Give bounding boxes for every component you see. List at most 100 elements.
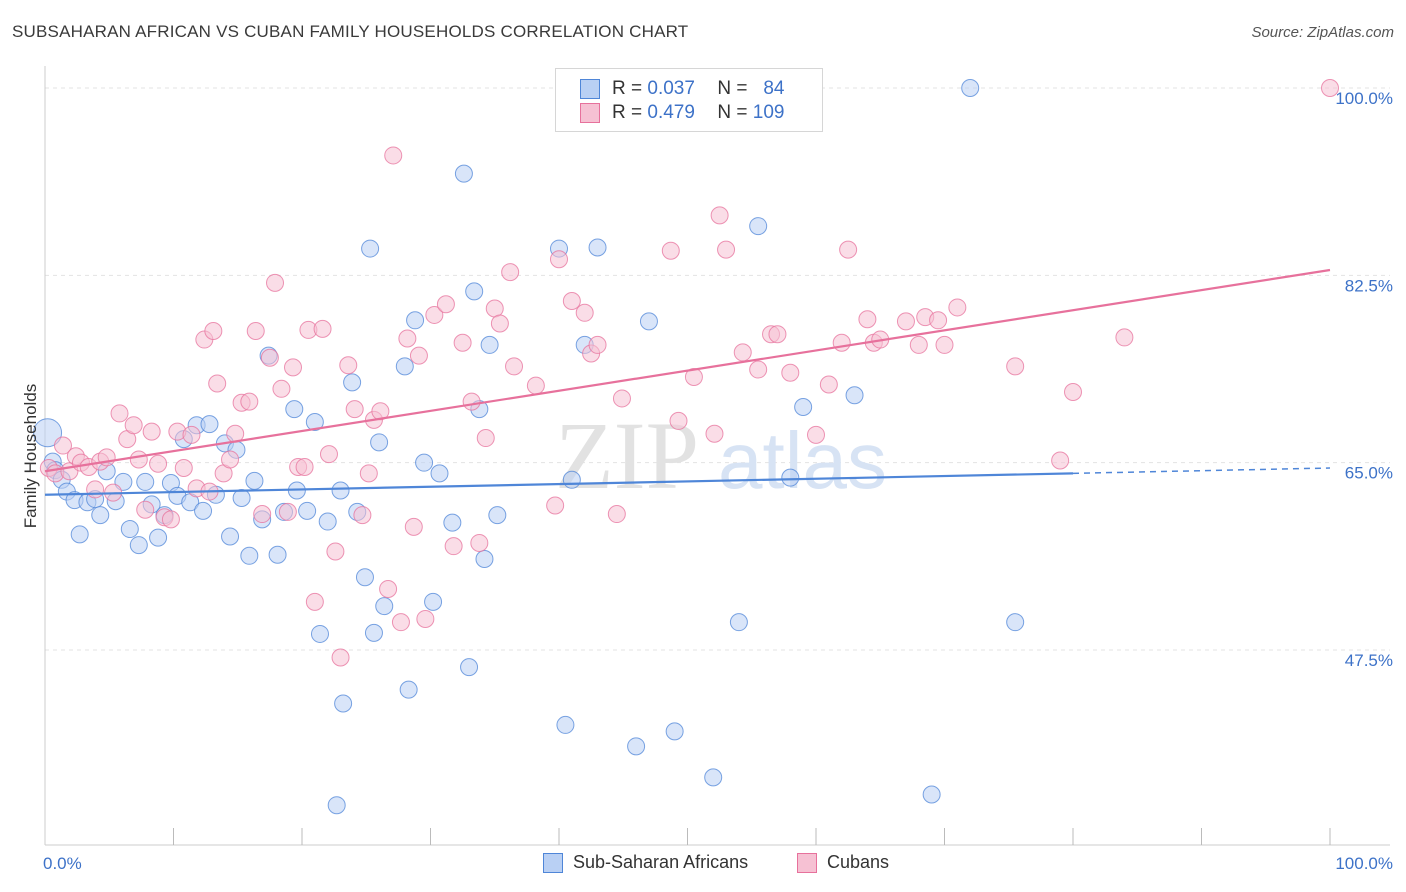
cuban-point [339, 356, 358, 375]
subsaharan-point [136, 472, 155, 491]
subsaharan-point [395, 357, 414, 376]
legend-item-cubans[interactable]: Cubans [797, 852, 889, 873]
subsaharan-point [781, 468, 800, 487]
subsaharan-point [399, 680, 418, 699]
cuban-point [161, 510, 180, 529]
subsaharan-point [129, 536, 148, 555]
cuban-point [253, 505, 272, 524]
cuban-point [526, 376, 545, 395]
subsaharan-point [370, 433, 389, 452]
legend-item-subsaharan[interactable]: Sub-Saharan Africans [543, 852, 748, 873]
cuban-point [436, 295, 455, 314]
subsaharan-point [475, 550, 494, 569]
legend-n-label: N = [717, 102, 748, 123]
x-tick-label-max: 100.0% [1335, 854, 1393, 873]
subsaharan-point [343, 373, 362, 392]
subsaharan-point [149, 528, 168, 547]
subsaharan-point [465, 282, 484, 301]
cuban-point [462, 392, 481, 411]
series-legend: Sub-Saharan Africans Cubans [0, 852, 1406, 876]
legend-swatch-blue [580, 79, 600, 99]
cuban-point [1064, 383, 1082, 402]
cuban-point [391, 613, 410, 632]
subsaharan-point [729, 613, 748, 632]
subsaharan-point [665, 722, 684, 741]
subsaharan-point [70, 525, 89, 544]
cuban-point [490, 314, 509, 333]
cuban-point [607, 505, 626, 524]
legend-n-label: N = [717, 78, 748, 99]
cuban-point [142, 422, 161, 441]
cuban-point [705, 424, 724, 443]
cuban-point [476, 429, 495, 448]
legend-label-subsaharan: Sub-Saharan Africans [573, 852, 749, 872]
trend-lines [44, 268, 1331, 496]
cuban-point [124, 416, 143, 435]
y-tick-label: 65.0% [1345, 464, 1393, 483]
cuban-point [948, 298, 967, 317]
subsaharan-point [922, 785, 941, 804]
subsaharan-point [331, 481, 350, 500]
cuban-point [588, 335, 607, 354]
cuban-point [710, 206, 729, 225]
cuban-point [717, 240, 736, 259]
cuban-trend-line [44, 268, 1331, 473]
subsaharan-point [415, 453, 434, 472]
subsaharan-point [334, 694, 353, 713]
cuban-point [425, 305, 444, 324]
cuban-point [86, 480, 105, 499]
subsaharan-point [749, 217, 768, 236]
cuban-point [266, 273, 285, 292]
cuban-point [221, 450, 240, 469]
subsaharan-point [355, 568, 374, 587]
cuban-point [129, 450, 148, 469]
cuban-point [272, 379, 291, 398]
cuban-point [453, 333, 472, 352]
cuban-point [501, 263, 520, 282]
subsaharan-point [454, 164, 473, 183]
cuban-point [379, 579, 398, 598]
cuban-point [733, 343, 752, 362]
cuban-point [661, 241, 680, 260]
series-pink-points [39, 79, 1339, 667]
cuban-point [1115, 328, 1134, 347]
subsaharan-point [361, 239, 380, 258]
cuban-point [295, 457, 314, 476]
cuban-point [896, 312, 915, 331]
legend-n-value-pink: 109 [752, 102, 785, 123]
subsaharan-point [627, 737, 646, 756]
legend-row-blue: R = 0.037 N = 84 [580, 77, 784, 101]
cuban-point [832, 333, 851, 352]
subsaharan-point [562, 470, 581, 489]
subsaharan-point [327, 796, 346, 815]
cuban-point [749, 360, 768, 379]
subsaharan-point [91, 506, 110, 525]
cuban-point [319, 445, 338, 464]
subsaharan-point [305, 412, 324, 431]
y-tick-label: 100.0% [1335, 89, 1393, 108]
cuban-point [284, 358, 303, 377]
legend-row-pink: R = 0.479 N = 109 [580, 101, 784, 125]
subsaharan-point [221, 527, 240, 546]
subsaharan-point [285, 400, 304, 419]
subsaharan-point [430, 464, 449, 483]
y-axis-title: Family Households [21, 384, 40, 529]
cuban-point [669, 411, 688, 430]
subsaharan-point [704, 768, 723, 787]
cuban-point [909, 335, 928, 354]
cuban-point [174, 459, 193, 478]
subsaharan-point [194, 501, 213, 520]
cuban-point [839, 240, 858, 259]
subsaharan-point [488, 506, 507, 525]
cuban-point [485, 299, 504, 318]
cuban-point [345, 400, 364, 419]
legend-r-value-pink: 0.479 [647, 102, 695, 123]
cuban-point [550, 250, 568, 269]
tick-labels: 47.5% 65.0% 82.5% 100.0% 0.0% 100.0% [43, 89, 1393, 873]
cuban-point [807, 425, 825, 444]
cuban-point [409, 346, 428, 365]
cuban-point [305, 592, 324, 611]
subsaharan-point [375, 597, 394, 616]
cuban-point [404, 517, 423, 536]
axes [44, 66, 1390, 846]
